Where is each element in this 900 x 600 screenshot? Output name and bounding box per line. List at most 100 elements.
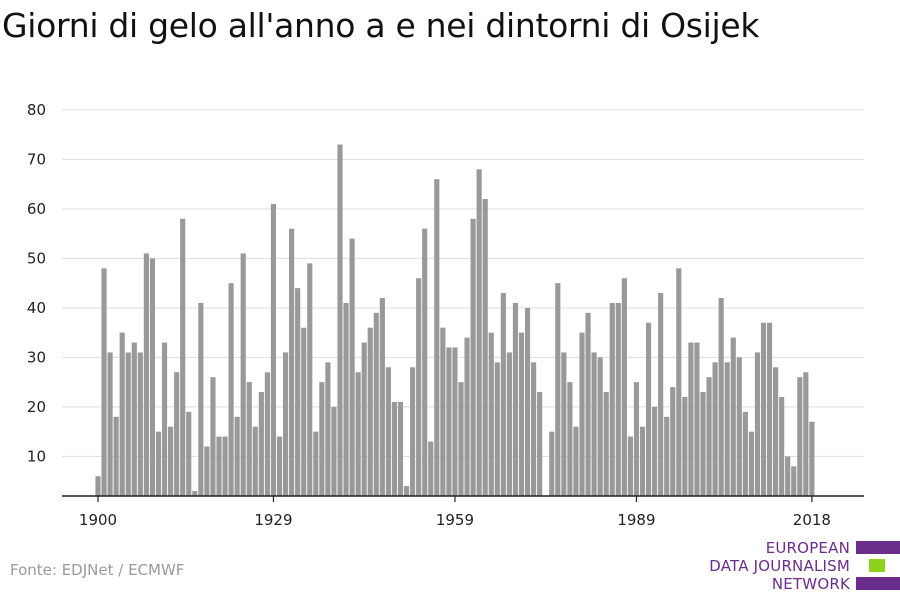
bar (512, 302, 519, 496)
bar (797, 377, 803, 496)
bar (373, 312, 379, 496)
bar (803, 372, 809, 496)
bar (470, 218, 476, 497)
bar (307, 263, 313, 496)
bar (295, 288, 301, 496)
bar (724, 362, 730, 496)
logo-text-european: EUROPEAN (765, 539, 850, 557)
bar (658, 293, 664, 496)
bar (343, 302, 349, 496)
bar (403, 486, 410, 496)
bar (416, 278, 422, 496)
bar (337, 144, 343, 497)
x-axis-ticks: 1900 1929 1959 1989 2018 (79, 496, 831, 529)
bar (180, 218, 186, 497)
x-tick-label: 1959 (436, 511, 474, 529)
bar (440, 327, 446, 496)
bar (95, 476, 101, 496)
bar (597, 357, 603, 496)
bar (131, 342, 137, 496)
bar (645, 322, 652, 496)
bar (349, 238, 355, 496)
bar (258, 392, 264, 496)
logo-bar-green (869, 559, 885, 572)
bar (736, 357, 742, 496)
logo-bar-purple-bottom (856, 577, 900, 590)
bar (494, 362, 500, 496)
bar (319, 382, 325, 496)
bar (603, 392, 609, 496)
bar (567, 382, 573, 496)
bar (718, 298, 724, 496)
bar (609, 302, 615, 496)
bars (95, 144, 815, 497)
bar (458, 382, 464, 496)
bar (113, 416, 119, 496)
bar (313, 431, 319, 496)
y-tick-label: 40 (27, 299, 46, 317)
bar (137, 352, 143, 496)
bar (422, 228, 428, 496)
bar (125, 352, 131, 496)
bar (549, 431, 555, 496)
bar (670, 387, 676, 496)
bar (174, 372, 180, 496)
x-tick-label: 1929 (254, 511, 292, 529)
y-tick-label: 10 (27, 447, 46, 465)
bar (742, 411, 748, 496)
bar (537, 392, 543, 496)
bar (694, 342, 700, 496)
bar (101, 268, 107, 496)
bar (524, 307, 531, 496)
bar (452, 347, 458, 496)
bar (428, 441, 434, 496)
bar (410, 367, 416, 496)
bar (531, 362, 537, 496)
bar (615, 302, 621, 496)
source-credit: Fonte: EDJNet / ECMWF (10, 561, 185, 579)
bar (621, 278, 627, 496)
bar (633, 382, 640, 496)
bar (773, 367, 779, 496)
bar (434, 179, 440, 496)
bar (573, 426, 579, 496)
bar (579, 332, 585, 496)
bar (204, 446, 210, 496)
bar (155, 431, 162, 496)
bar (161, 342, 168, 496)
bar (748, 431, 754, 496)
bar (186, 411, 192, 496)
bar (325, 362, 331, 496)
bar (652, 406, 658, 496)
bar (367, 327, 373, 496)
bar (119, 332, 125, 496)
bar (301, 327, 307, 496)
edjnet-logo: EUROPEAN DATA JOURNALISM NETWORK (700, 537, 900, 595)
bar (446, 347, 452, 496)
x-tick-label: 1989 (617, 511, 655, 529)
y-tick-label: 70 (27, 150, 46, 168)
logo-text-network: NETWORK (771, 575, 850, 593)
bar (379, 298, 385, 496)
y-tick-label: 30 (27, 348, 46, 366)
bar (476, 169, 482, 497)
bar (785, 456, 791, 496)
bar (791, 466, 797, 496)
bar (766, 322, 773, 496)
bar (264, 372, 270, 496)
bar (246, 382, 252, 496)
bar (228, 283, 234, 496)
y-tick-label: 60 (27, 200, 46, 218)
bar (561, 352, 567, 496)
bar (391, 401, 398, 496)
bar (276, 436, 283, 496)
bar (168, 426, 174, 496)
bar (397, 401, 404, 496)
bar (270, 203, 277, 496)
bar (149, 258, 156, 496)
bar (282, 352, 289, 496)
y-tick-label: 80 (27, 101, 46, 119)
bar (506, 352, 512, 496)
bar (682, 397, 688, 496)
bar (464, 337, 470, 496)
